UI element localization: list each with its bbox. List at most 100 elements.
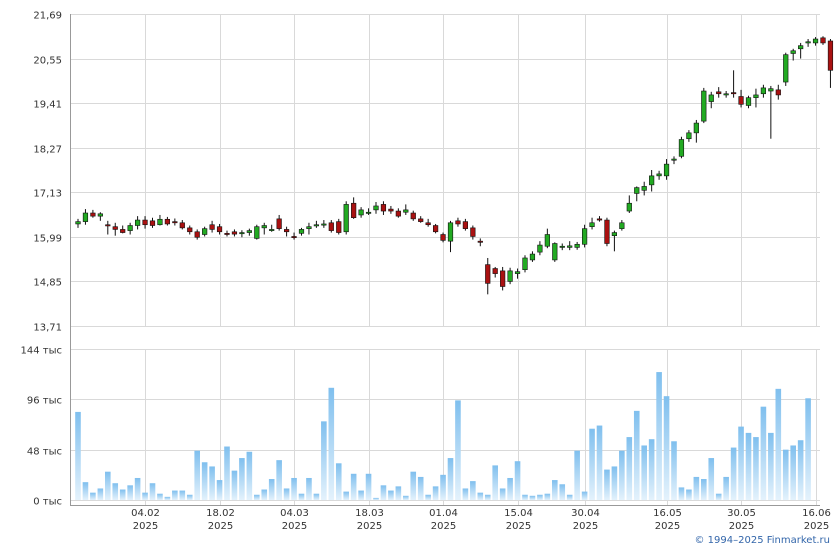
volume-bar — [768, 432, 774, 500]
candle — [447, 220, 454, 253]
volume-bar — [75, 411, 81, 500]
volume-bar — [626, 437, 633, 500]
x-tick-date-label: 15.04 — [504, 508, 533, 519]
candle-body-down — [179, 222, 185, 229]
volume-bar — [745, 432, 752, 500]
candle-body-up — [298, 229, 305, 234]
candle — [306, 222, 312, 235]
candle-body-down — [738, 96, 744, 105]
candle-body-up — [157, 218, 163, 226]
candle — [619, 220, 625, 231]
candle — [485, 257, 491, 295]
candle — [626, 195, 632, 214]
candle-body-up — [768, 88, 774, 92]
volume-bar — [715, 493, 722, 500]
volume-bar — [529, 495, 536, 500]
candle — [783, 52, 789, 86]
candle — [395, 208, 401, 218]
candle-body-down — [283, 229, 290, 233]
candle-body-up — [574, 243, 580, 248]
volume-bar — [477, 492, 484, 500]
volume-bar — [127, 485, 133, 500]
volume-bar — [514, 461, 521, 500]
volume-bar — [596, 425, 603, 500]
candle-body-up — [507, 270, 513, 282]
volume-bar — [417, 476, 424, 500]
x-tick-date-label: 16.06 — [802, 508, 831, 519]
candle-body-down — [432, 225, 439, 233]
candle — [269, 224, 275, 232]
volume-y-axis-labels: 144 тыс 96 тыс 48 тыс 0 тыс — [21, 346, 62, 508]
candle — [410, 210, 416, 221]
x-tick-year-label: 2025 — [804, 521, 829, 532]
candle — [120, 225, 126, 234]
volume-bar — [589, 428, 595, 500]
candle-body-down — [477, 240, 483, 243]
candle-body-down — [425, 222, 431, 226]
candle — [298, 227, 305, 236]
candle-body-down — [492, 268, 498, 274]
candle-body-down — [730, 92, 737, 95]
candle-body-up — [552, 243, 558, 261]
candle — [149, 217, 156, 228]
candle-body-up — [619, 222, 625, 229]
volume-bar — [730, 447, 737, 500]
candle-body-down — [336, 221, 342, 233]
candle-body-down — [209, 224, 215, 230]
volume-bar — [134, 477, 141, 500]
candle — [172, 218, 178, 226]
candle — [738, 89, 744, 108]
candle — [477, 238, 483, 247]
volume-bar — [604, 469, 610, 500]
candle-body-down — [187, 227, 193, 233]
candle — [440, 232, 446, 243]
candle-body-up — [641, 186, 647, 191]
candle-body-up — [656, 173, 662, 177]
volume-bar — [373, 497, 379, 500]
volume-y-tick-label: 144 тыс — [21, 346, 62, 357]
volume-bar — [708, 458, 715, 500]
candle — [701, 87, 707, 124]
candle — [529, 251, 536, 262]
volume-bar — [522, 494, 528, 500]
volume-bar — [403, 495, 409, 500]
volume-bar — [149, 483, 156, 500]
candle-body-down — [105, 224, 111, 227]
candle-body-up — [753, 94, 759, 98]
volume-bar — [611, 466, 618, 500]
candle — [537, 241, 543, 256]
candle-body-down — [142, 219, 148, 226]
volume-bar — [209, 466, 215, 500]
candle — [455, 217, 461, 227]
candle — [380, 201, 387, 215]
candle-body-up — [135, 219, 141, 226]
volume-bar — [224, 446, 230, 500]
volume-bar — [559, 484, 566, 500]
candle — [544, 228, 550, 249]
volume-bar — [186, 494, 193, 500]
candle — [827, 39, 834, 88]
candle-body-down — [351, 202, 357, 218]
candle-body-down — [395, 210, 401, 217]
candle — [760, 84, 766, 98]
x-tick-date-label: 04.02 — [131, 508, 160, 519]
volume-bar — [686, 489, 692, 500]
candle — [678, 136, 685, 159]
volume-bar — [157, 493, 163, 500]
candle-body-up — [567, 245, 573, 248]
candle-body-down — [820, 37, 826, 44]
candle-body-up — [127, 225, 133, 231]
candle — [351, 197, 357, 219]
candle — [671, 156, 677, 165]
volume-bar — [201, 462, 208, 500]
candle-body-up — [671, 158, 677, 161]
candle — [373, 202, 379, 214]
volume-bar — [283, 488, 290, 500]
candle — [708, 91, 714, 109]
candle — [388, 205, 394, 214]
x-tick-date-label: 30.05 — [727, 508, 756, 519]
volume-bar — [440, 474, 446, 500]
x-tick-date-label: 16.05 — [653, 508, 682, 519]
volume-bar — [805, 398, 811, 500]
candle-body-up — [701, 90, 707, 122]
